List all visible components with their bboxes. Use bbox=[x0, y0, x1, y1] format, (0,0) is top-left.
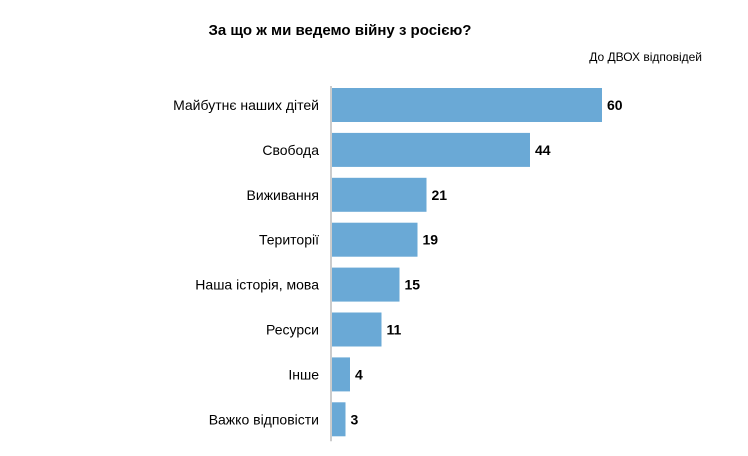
value-label-6: 4 bbox=[355, 366, 363, 382]
bar-3 bbox=[332, 222, 418, 257]
category-label-6: Інше bbox=[288, 366, 319, 382]
category-label-2: Виживання bbox=[247, 187, 319, 203]
value-label-0: 60 bbox=[607, 97, 623, 113]
bar-5 bbox=[332, 312, 382, 347]
value-label-7: 3 bbox=[351, 411, 359, 427]
value-label-5: 11 bbox=[387, 322, 402, 338]
bar-2 bbox=[332, 177, 427, 212]
value-label-2: 21 bbox=[432, 187, 448, 203]
value-label-3: 19 bbox=[423, 232, 439, 248]
bar-0 bbox=[332, 88, 602, 122]
category-label-5: Ресурси bbox=[266, 322, 319, 338]
category-label-1: Свобода bbox=[262, 142, 319, 158]
chart-title: За що ж ми ведемо війну з росією? bbox=[208, 22, 472, 39]
category-label-4: Наша історія, мова bbox=[195, 277, 319, 293]
bar-6 bbox=[332, 357, 350, 392]
category-label-3: Території bbox=[259, 232, 319, 248]
value-label-1: 44 bbox=[535, 142, 551, 158]
bar-1 bbox=[332, 132, 530, 167]
bar-4 bbox=[332, 267, 400, 302]
category-label-7: Важко відповісти bbox=[209, 411, 319, 427]
category-label-0: Майбутнє наших дітей bbox=[173, 97, 319, 113]
bar-7 bbox=[332, 402, 346, 437]
value-label-4: 15 bbox=[405, 277, 421, 293]
chart-note: До ДВОХ відповідей bbox=[589, 50, 702, 64]
